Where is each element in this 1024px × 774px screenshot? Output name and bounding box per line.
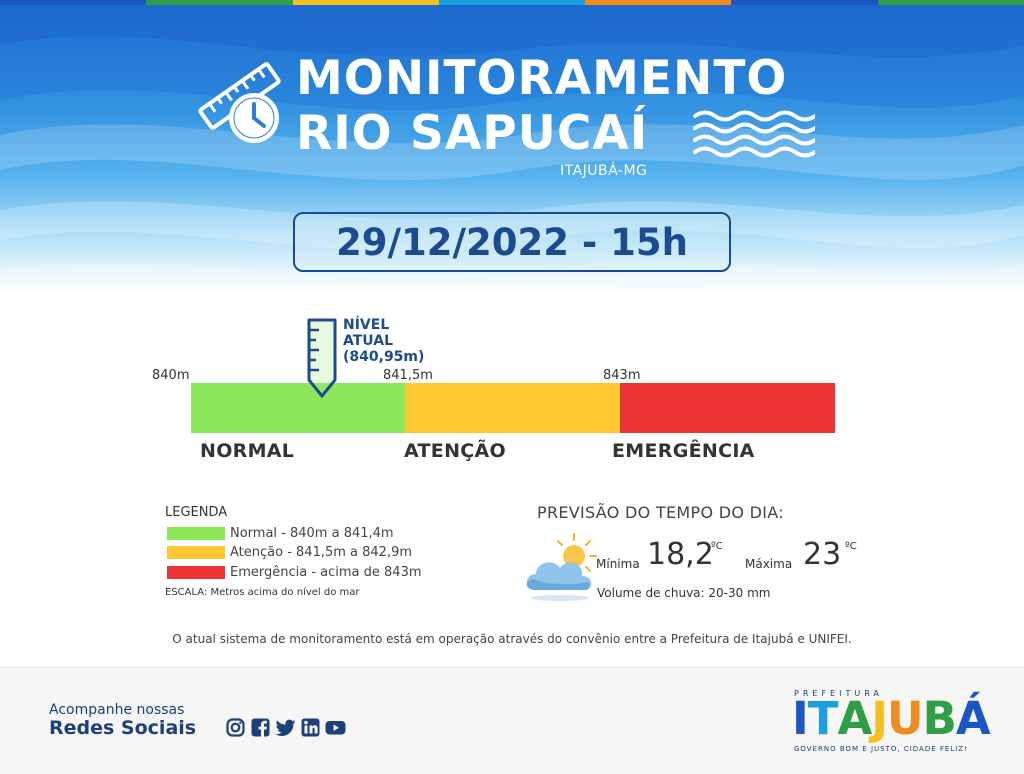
level-gauge-marker-icon bbox=[307, 318, 337, 398]
weather-title: PREVISÃO DO TEMPO DO DIA: bbox=[537, 503, 784, 522]
current-level-line-1: NÍVEL bbox=[343, 317, 390, 333]
stripe-segment-2 bbox=[292, 0, 439, 5]
location-subtitle: ITAJUBÁ-MG bbox=[560, 163, 648, 179]
legend-swatch-attention bbox=[167, 545, 225, 559]
min-temp-value: 18,2 bbox=[647, 537, 714, 572]
linkedin-icon[interactable] bbox=[301, 718, 320, 737]
itajuba-logo-letter: Á bbox=[955, 692, 991, 745]
zone-emergency-segment bbox=[620, 383, 835, 433]
legend-text-emergency: Emergência - acima de 843m bbox=[230, 564, 422, 580]
brand-slogan: GOVERNO BOM E JUSTO, CIDADE FELIZ! bbox=[794, 745, 968, 753]
follow-us-text: Acompanhe nossas bbox=[49, 702, 185, 718]
current-level-line-2: ATUAL bbox=[343, 333, 393, 349]
ruler-clock-icon bbox=[198, 62, 281, 143]
itajuba-logo-letter: J bbox=[871, 692, 888, 745]
itajuba-logo-letter: T bbox=[807, 692, 839, 745]
stripe-segment-3 bbox=[438, 0, 586, 5]
max-temp-label: Máxima bbox=[745, 557, 793, 571]
legend-text-attention: Atenção - 841,5m a 842,9m bbox=[230, 544, 413, 560]
stripe-segment-4 bbox=[585, 0, 732, 5]
itajuba-logo-letter: A bbox=[837, 692, 872, 745]
itajuba-logo-letter: U bbox=[887, 692, 924, 745]
stripe-segment-6 bbox=[877, 0, 1024, 5]
legend-swatch-normal bbox=[167, 526, 225, 540]
top-color-stripe bbox=[0, 0, 1024, 5]
tick-label-attention: 841,5m bbox=[383, 368, 433, 383]
legend-item-normal: Normal - 840m a 841,4m bbox=[167, 525, 394, 541]
zone-label-normal: NORMAL bbox=[200, 440, 295, 462]
footer bbox=[0, 667, 1024, 774]
max-temp-value: 23 bbox=[803, 537, 842, 572]
facebook-icon[interactable] bbox=[251, 718, 270, 737]
level-bar bbox=[191, 383, 835, 433]
max-temp-unit: ºC bbox=[845, 541, 857, 552]
title-line-2: RIO SAPUCAÍ bbox=[296, 106, 649, 161]
legend-title: LEGENDA bbox=[165, 505, 228, 520]
zone-attention-segment bbox=[405, 383, 620, 433]
itajuba-logo-letter: I bbox=[792, 692, 809, 745]
legend-scale-note: ESCALA: Metros acima do nível do mar bbox=[165, 587, 360, 598]
legend-item-emergency: Emergência - acima de 843m bbox=[167, 564, 422, 580]
zone-label-emergency: EMERGÊNCIA bbox=[612, 440, 755, 462]
brand-prefeitura-text: PREFEITURA bbox=[794, 689, 883, 698]
social-networks-heading: Redes Sociais bbox=[49, 717, 197, 739]
date-box: 29/12/2022 - 15h bbox=[293, 212, 731, 272]
current-level-value: (840,95m) bbox=[343, 349, 425, 365]
legend-swatch-emergency bbox=[167, 565, 225, 579]
min-temp-label: Mínima bbox=[596, 557, 640, 571]
water-waves-icon bbox=[693, 110, 815, 158]
zone-normal-segment bbox=[191, 383, 405, 433]
legend-text-normal: Normal - 840m a 841,4m bbox=[230, 525, 394, 541]
wave-pattern bbox=[0, 5, 1024, 305]
disclaimer-text: O atual sistema de monitoramento está em… bbox=[172, 632, 852, 646]
min-temp-unit: ºC bbox=[711, 541, 723, 552]
stripe-segment-1 bbox=[146, 0, 293, 5]
current-level-label: NÍVEL ATUAL (840,95m) bbox=[343, 317, 424, 365]
twitter-icon[interactable] bbox=[275, 718, 296, 737]
stripe-segment-0 bbox=[0, 0, 147, 5]
tick-label-start: 840m bbox=[152, 368, 190, 383]
date-time-text: 29/12/2022 - 15h bbox=[336, 220, 688, 264]
itajuba-logo: ITAJUBÁ bbox=[792, 692, 991, 745]
instagram-icon[interactable] bbox=[226, 718, 245, 737]
title-line-1: MONITORAMENTO bbox=[296, 51, 788, 106]
youtube-icon[interactable] bbox=[325, 718, 346, 737]
partly-cloudy-icon bbox=[526, 533, 597, 601]
stripe-segment-5 bbox=[731, 0, 878, 5]
itajuba-logo-letter: B bbox=[922, 692, 957, 745]
legend-item-attention: Atenção - 841,5m a 842,9m bbox=[167, 544, 413, 560]
zone-label-attention: ATENÇÃO bbox=[404, 440, 506, 462]
rain-volume: Volume de chuva: 20-30 mm bbox=[597, 586, 771, 600]
tick-label-emergency: 843m bbox=[603, 368, 641, 383]
